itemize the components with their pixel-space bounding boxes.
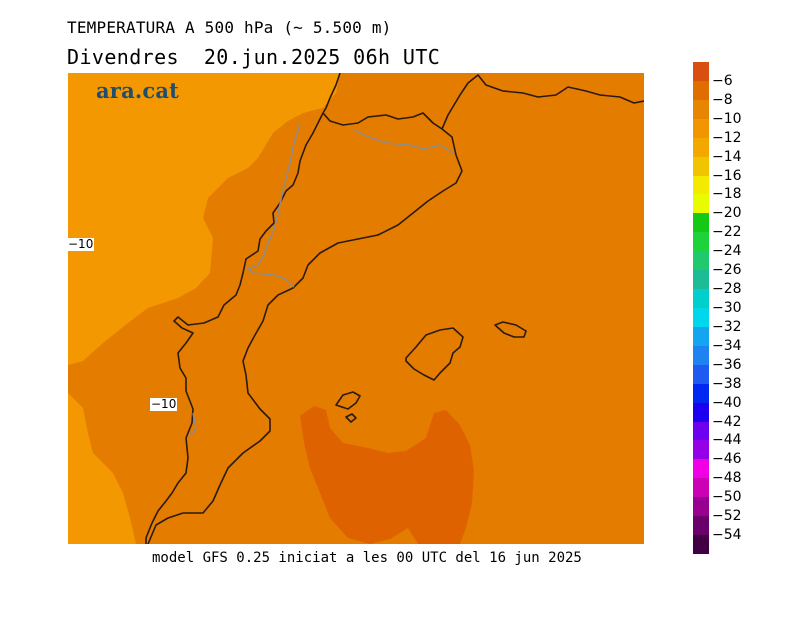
color-scale-label: −48 (712, 470, 742, 487)
color-scale-swatch (693, 345, 709, 366)
color-scale-swatch (693, 535, 709, 555)
color-scale-bar (693, 62, 709, 555)
color-scale-label: −36 (712, 356, 742, 373)
color-scale-swatch (693, 213, 709, 233)
island-eivissa (335, 391, 361, 410)
temperature-map (68, 73, 644, 544)
color-scale-swatch (693, 137, 709, 158)
color-scale-label: −14 (712, 148, 742, 165)
island-menorca (494, 321, 527, 338)
brand-logo: ara.cat (96, 78, 180, 103)
color-scale-swatch (693, 175, 709, 195)
color-scale-label: −20 (712, 205, 742, 222)
border-valencia (189, 412, 197, 436)
color-scale-swatch (693, 364, 709, 385)
color-scale-swatch (693, 270, 709, 290)
color-scale-swatch (693, 383, 709, 404)
island-formentera (345, 413, 357, 423)
color-scale-swatch (693, 421, 709, 441)
color-scale-label: −10 (712, 110, 742, 127)
color-scale-label: −54 (712, 527, 742, 544)
color-scale-swatch (693, 459, 709, 479)
color-scale-label: −30 (712, 300, 742, 316)
color-scale-label: −50 (712, 489, 742, 506)
color-scale-swatch (693, 194, 709, 214)
color-scale-label: −16 (712, 167, 742, 184)
chart-subtitle: Divendres 20.jun.2025 06h UTC (67, 45, 441, 69)
chart-title: TEMPERATURA A 500 hPa (~ 5.500 m) (67, 18, 392, 37)
color-scale-label: −32 (712, 318, 742, 335)
color-scale-swatch (693, 289, 709, 309)
color-scale-swatch (693, 326, 709, 347)
color-scale-label: −26 (712, 262, 742, 279)
island-mallorca (405, 327, 464, 381)
coastline-iberia (147, 128, 463, 544)
color-scale-swatch (693, 308, 709, 328)
color-scale-swatch (693, 497, 709, 517)
contour-label: −10 (67, 237, 95, 251)
model-info: model GFS 0.25 iniciat a les 00 UTC del … (152, 550, 582, 566)
color-scale-label: −6 (712, 72, 733, 89)
color-scale-swatch (693, 99, 709, 120)
boundary-catalunya-west (145, 112, 324, 544)
boundary-pyrenees (322, 112, 443, 130)
color-scale-label: −24 (712, 243, 742, 260)
color-scale-swatch (693, 402, 709, 423)
field-minus12-north (68, 73, 340, 365)
field-minus8 (300, 406, 474, 544)
color-scale-label: −8 (712, 91, 733, 108)
color-scale-swatch (693, 232, 709, 252)
color-scale-label: −40 (712, 394, 742, 411)
boundary-france-north (322, 73, 341, 114)
color-scale-label: −52 (712, 508, 742, 525)
color-scale-swatch (693, 62, 709, 82)
color-scale-label: −42 (712, 413, 742, 430)
color-scale-label: −34 (712, 337, 742, 354)
color-scale-swatch (693, 251, 709, 271)
field-minus12-south (68, 393, 136, 544)
border-catalunya (246, 122, 301, 288)
color-scale-swatch (693, 478, 709, 498)
color-scale-label: −44 (712, 432, 742, 449)
border-andorra (352, 128, 455, 154)
color-scale-swatch (693, 156, 709, 177)
color-scale-label: −18 (712, 186, 742, 203)
color-scale-swatch (693, 516, 709, 536)
color-scale-swatch (693, 118, 709, 139)
color-scale-label: −22 (712, 224, 742, 241)
color-scale-label: −28 (712, 281, 742, 298)
coastline-france (441, 74, 644, 130)
color-scale-swatch (693, 440, 709, 460)
contour-label: −10 (150, 397, 178, 411)
color-scale-swatch (693, 80, 709, 101)
color-scale-label: −46 (712, 451, 742, 468)
color-scale-label: −12 (712, 129, 742, 146)
color-scale-label: −38 (712, 375, 742, 392)
